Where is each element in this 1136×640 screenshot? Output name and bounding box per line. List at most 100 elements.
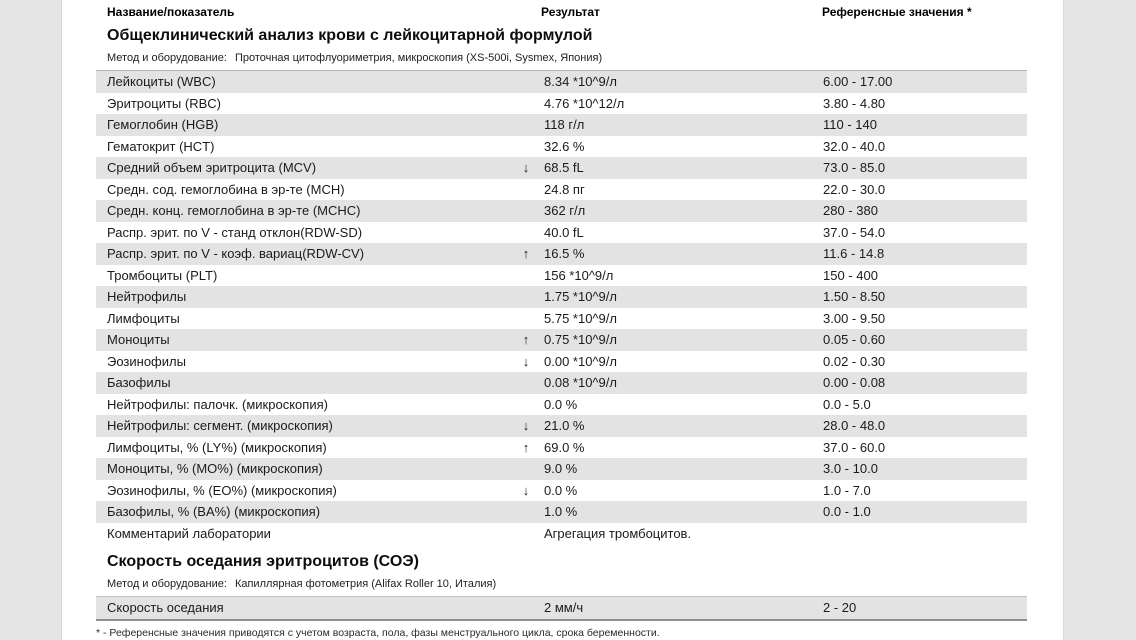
row-name: Лейкоциты (WBC)	[107, 74, 216, 89]
section-title: Скорость оседания эритроцитов (СОЭ)	[107, 553, 419, 570]
low-arrow-icon: ↓	[522, 353, 530, 369]
table-row: Лимфоциты 5.75 *10^9/л 3.00 - 9.50	[96, 308, 1027, 330]
table-row: Скорость оседания 2 мм/ч 2 - 20	[96, 597, 1027, 619]
table-row: Лимфоциты, % (LY%) (микроскопия) ↑ 69.0 % 3…	[96, 437, 1027, 459]
row-result: 118 г/л	[544, 117, 585, 132]
row-reference: 1.0 - 7.0	[823, 482, 871, 498]
results-table: Лейкоциты (WBC) 8.34 *10^9/л 6.00 - 17.00 Э…	[96, 70, 1027, 544]
table-row: Моноциты, % (MO%) (микроскопия) 9.0 % 3.0 …	[96, 458, 1027, 480]
method-line: Метод и оборудование: Проточная цитофлуор…	[107, 52, 1063, 64]
table-row: Нейтрофилы: палочк. (микроскопия) 0.0 % 0.…	[96, 394, 1027, 416]
row-name: Эозинофилы, % (EO%) (микроскопия)	[107, 482, 337, 498]
row-name: Базофилы	[107, 375, 171, 390]
row-name: Средн. сод. гемоглобина в эр-те (MCH)	[107, 181, 345, 197]
row-reference: 280 - 380	[823, 203, 878, 218]
table-row: Эритроциты (RBC) 4.76 *10^12/л 3.80 - 4.80	[96, 93, 1027, 115]
low-arrow-icon: ↓	[522, 482, 530, 498]
table-row: Средн. сод. гемоглобина в эр-те (MCH) 24.…	[96, 179, 1027, 201]
row-reference: 110 - 140	[823, 117, 877, 132]
row-reference: 37.0 - 60.0	[823, 439, 886, 455]
table-row: Нейтрофилы 1.75 *10^9/л 1.50 - 8.50	[96, 286, 1027, 308]
column-headers: Название/показатель Результат Референсны…	[62, 5, 1063, 19]
row-name: Моноциты	[107, 332, 170, 347]
table-row: Гематокрит (HCT) 32.6 % 32.0 - 40.0	[96, 136, 1027, 158]
table-row: Базофилы 0.08 *10^9/л 0.00 - 0.08	[96, 372, 1027, 394]
row-result: Агрегация тромбоцитов.	[544, 525, 692, 541]
report-sections: Общеклинический анализ крови с лейкоцита…	[62, 26, 1063, 621]
row-name: Гематокрит (HCT)	[107, 138, 215, 154]
row-reference: 1.50 - 8.50	[823, 289, 886, 304]
table-row: Лейкоциты (WBC) 8.34 *10^9/л 6.00 - 17.00	[96, 71, 1027, 93]
row-reference: 0.02 - 0.30	[823, 353, 886, 369]
row-name: Комментарий лаборатории	[107, 525, 271, 541]
row-reference: 22.0 - 30.0	[823, 181, 886, 197]
row-result: 69.0 %	[544, 439, 585, 455]
row-result: 5.75 *10^9/л	[544, 310, 617, 326]
row-reference: 150 - 400	[823, 267, 878, 283]
row-result: 1.0 %	[544, 504, 578, 519]
table-row: Тромбоциты (PLT) 156 *10^9/л 150 - 400	[96, 265, 1027, 287]
row-name: Эритроциты (RBC)	[107, 95, 221, 111]
table-row: Средний объем эритроцита (MCV) ↓ 68.5 fL 73…	[96, 157, 1027, 179]
high-arrow-icon: ↑	[522, 439, 530, 455]
row-name: Средн. конц. гемоглобина в эр-те (MCHC)	[107, 203, 361, 218]
row-name: Распр. эрит. по V - станд отклон(RDW-SD)	[107, 224, 363, 240]
row-result: 9.0 %	[544, 461, 578, 476]
reference-footnote: * - Референсные значения приводятся с уч…	[96, 626, 660, 639]
row-name: Распр. эрит. по V - коэф. вариац(RDW-CV)	[107, 246, 365, 261]
table-row: Комментарий лаборатории Агрегация тромбоц…	[96, 523, 1027, 545]
row-reference: 0.0 - 1.0	[823, 504, 871, 519]
row-result: 1.75 *10^9/л	[544, 289, 617, 304]
table-row: Моноциты ↑ 0.75 *10^9/л 0.05 - 0.60	[96, 329, 1027, 351]
row-result: 2 мм/ч	[544, 600, 584, 615]
row-result: 0.75 *10^9/л	[544, 332, 617, 347]
high-arrow-icon: ↑	[522, 246, 530, 261]
row-reference: 3.00 - 9.50	[823, 310, 886, 326]
row-name: Тромбоциты (PLT)	[107, 267, 218, 283]
row-result: 8.34 *10^9/л	[544, 74, 617, 89]
column-header-reference: Референсные значения *	[822, 5, 972, 19]
row-result: 0.0 %	[544, 482, 578, 498]
row-reference: 2 - 20	[823, 600, 857, 615]
row-result: 4.76 *10^12/л	[544, 95, 625, 111]
table-row: Базофилы, % (BA%) (микроскопия) 1.0 % 0.0 …	[96, 501, 1027, 523]
row-result: 156 *10^9/л	[544, 267, 614, 283]
row-name: Нейтрофилы: сегмент. (микроскопия)	[107, 418, 333, 433]
row-reference: 0.0 - 5.0	[823, 396, 871, 412]
row-name: Базофилы, % (BA%) (микроскопия)	[107, 504, 321, 519]
table-row: Нейтрофилы: сегмент. (микроскопия) ↓ 21.0 …	[96, 415, 1027, 437]
method-label: Метод и оборудование:	[107, 578, 227, 590]
table-row: Распр. эрит. по V - коэф. вариац(RDW-CV)…	[96, 243, 1027, 265]
table-row: Гемоглобин (HGB) 118 г/л 110 - 140	[96, 114, 1027, 136]
row-name: Лимфоциты	[107, 310, 180, 326]
row-name: Лимфоциты, % (LY%) (микроскопия)	[107, 439, 327, 455]
table-row: Эозинофилы ↓ 0.00 *10^9/л 0.02 - 0.30	[96, 351, 1027, 373]
row-result: 0.00 *10^9/л	[544, 353, 617, 369]
row-reference: 0.00 - 0.08	[823, 375, 886, 390]
table-row: Эозинофилы, % (EO%) (микроскопия) ↓ 0.0 % 1…	[96, 480, 1027, 502]
row-result: 24.8 пг	[544, 181, 585, 197]
row-name: Эозинофилы	[107, 353, 186, 369]
row-reference: 0.05 - 0.60	[823, 332, 886, 347]
table-row: Распр. эрит. по V - станд отклон(RDW-SD)…	[96, 222, 1027, 244]
row-reference: 3.0 - 10.0	[823, 461, 878, 476]
row-result: 362 г/л	[544, 203, 586, 218]
method-line: Метод и оборудование: Капиллярная фотомет…	[107, 578, 1063, 590]
row-result: 16.5 %	[544, 246, 585, 261]
method-value: Проточная цитофлуориметрия, микроскопия …	[234, 52, 603, 64]
row-name: Скорость оседания	[107, 600, 224, 615]
row-reference: 73.0 - 85.0	[823, 160, 886, 175]
method-value: Капиллярная фотометрия (Alifax Roller 10…	[234, 578, 497, 590]
lab-report-page: Название/показатель Результат Референсны…	[61, 0, 1064, 640]
row-reference: 37.0 - 54.0	[823, 224, 886, 240]
section-title: Общеклинический анализ крови с лейкоцита…	[107, 27, 593, 44]
row-name: Средний объем эритроцита (MCV)	[107, 160, 317, 175]
row-reference: 11.6 - 14.8	[823, 246, 885, 261]
row-result: 21.0 %	[544, 418, 585, 433]
low-arrow-icon: ↓	[522, 418, 530, 433]
row-reference: 28.0 - 48.0	[823, 418, 886, 433]
row-name: Нейтрофилы: палочк. (микроскопия)	[107, 396, 328, 412]
row-reference: 6.00 - 17.00	[823, 74, 893, 89]
low-arrow-icon: ↓	[522, 160, 530, 175]
row-reference: 32.0 - 40.0	[823, 138, 886, 154]
